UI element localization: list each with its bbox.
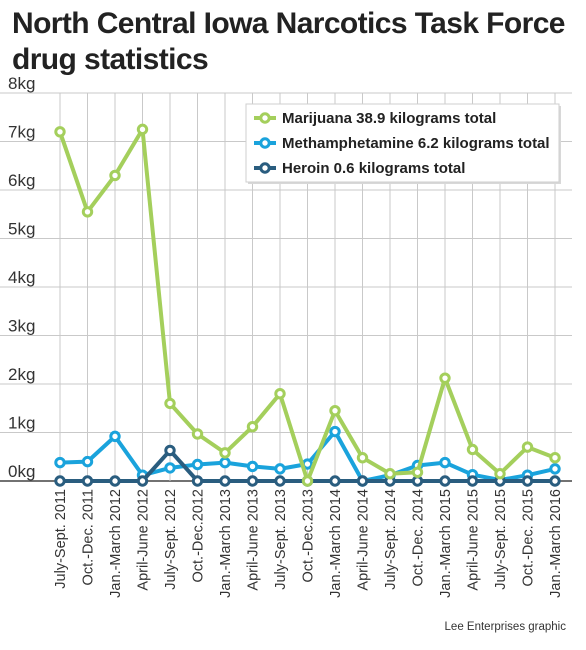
- marijuana-point: [274, 388, 286, 400]
- x-tick-label: July-Sept. 2014: [383, 489, 399, 590]
- heroin-point: [164, 444, 176, 457]
- x-tick-label: July-Sept. 2013: [273, 489, 289, 590]
- x-tick-label: April-June 2013: [246, 489, 262, 591]
- marijuana-point: [81, 206, 94, 218]
- methamphetamine-point: [219, 456, 231, 469]
- x-axis-ticks: July-Sept. 2011 Oct.-Dec. 2011 Jan.-March …: [53, 489, 564, 598]
- x-tick-label: April-June 2015: [466, 489, 482, 591]
- methamphetamine-point: [439, 456, 451, 469]
- marijuana-point: [109, 169, 121, 182]
- marijuana-point: [54, 126, 66, 138]
- methamphetamine-legend-marker: [259, 137, 271, 149]
- y-tick-label: 5kg: [8, 220, 35, 239]
- heroin-point: [356, 475, 369, 487]
- marijuana-legend-label: Marijuana 38.9 kilograms total: [282, 110, 496, 127]
- x-tick-label: Jan.-March 2014: [328, 489, 344, 598]
- heroin-point: [439, 475, 451, 487]
- heroin-point: [466, 475, 479, 487]
- marijuana-point: [301, 475, 314, 487]
- y-tick-label: 6kg: [8, 171, 35, 190]
- heroin-point: [549, 475, 561, 487]
- x-tick-label: Oct.-Dec. 2015: [521, 489, 537, 587]
- y-tick-label: 0kg: [8, 462, 35, 481]
- marijuana-point: [219, 447, 231, 459]
- x-tick-label: Oct.-Dec. 2011: [81, 489, 97, 585]
- x-tick-label: Jan.-March 2012: [108, 489, 124, 598]
- marijuana-point: [136, 123, 149, 136]
- marijuana-legend-marker: [259, 112, 271, 124]
- marijuana-point: [356, 452, 369, 464]
- x-tick-label: July-Sept. 2015: [493, 489, 509, 590]
- y-tick-label: 1kg: [8, 414, 35, 433]
- x-tick-label: Jan.-March 2015: [438, 489, 454, 598]
- methamphetamine-point: [329, 425, 341, 438]
- heroin-point: [54, 475, 66, 487]
- heroin-point: [411, 475, 424, 487]
- y-tick-label: 7kg: [8, 123, 35, 142]
- heroin-point: [191, 475, 204, 487]
- y-tick-label: 4kg: [8, 268, 35, 287]
- x-tick-label: Oct.-Dec.2013: [301, 489, 317, 583]
- marijuana-point: [494, 468, 506, 480]
- marijuana-point: [164, 397, 176, 410]
- chart-title: North Central Iowa Narcotics Task Force …: [12, 7, 565, 76]
- methamphetamine-point: [246, 460, 259, 473]
- x-tick-label: Jan.-March 2016: [548, 489, 564, 598]
- y-tick-label: 2kg: [8, 365, 35, 384]
- heroin-point: [219, 475, 231, 487]
- heroin-legend-label: Heroin 0.6 kilograms total: [282, 160, 465, 177]
- x-tick-label: Oct.-Dec.2012: [191, 489, 207, 583]
- heroin-point: [329, 475, 341, 487]
- marijuana-point: [439, 372, 451, 384]
- credit-text: Lee Enterprises graphic: [445, 621, 567, 633]
- methamphetamine-point: [274, 463, 286, 475]
- x-tick-label: July-Sept. 2012: [163, 489, 179, 590]
- marijuana-point: [191, 428, 204, 440]
- methamphetamine-legend-label: Methamphetamine 6.2 kilograms total: [282, 135, 550, 152]
- heroin-point: [246, 475, 259, 487]
- x-tick-label: Oct.-Dec. 2014: [411, 489, 427, 587]
- x-tick-label: April-June 2012: [136, 489, 152, 591]
- heroin-point: [109, 475, 121, 487]
- heroin-point: [521, 475, 534, 487]
- marijuana-point: [384, 468, 396, 480]
- heroin-point: [81, 475, 94, 487]
- x-tick-label: July-Sept. 2011: [53, 489, 69, 589]
- marijuana-point: [521, 441, 534, 453]
- heroin-point: [274, 475, 286, 487]
- methamphetamine-point: [81, 455, 94, 468]
- legend-box: [245, 103, 560, 183]
- methamphetamine-point: [109, 430, 121, 443]
- methamphetamine-point: [549, 463, 561, 475]
- y-tick-label: 8kg: [8, 74, 35, 93]
- methamphetamine-point: [191, 458, 204, 471]
- marijuana-point: [329, 404, 341, 417]
- y-axis-ticks: 0kg 1kg 2kg 3kg 4kg 5kg 6kg 7kg 8kg: [8, 74, 35, 481]
- heroin-legend-marker: [259, 162, 271, 174]
- methamphetamine-point: [54, 456, 66, 469]
- legend: Marijuana 38.9 kilograms total Methamphet…: [245, 103, 561, 184]
- x-tick-label: April-June 2014: [356, 489, 372, 591]
- series: [54, 123, 561, 487]
- marijuana-point: [246, 420, 259, 433]
- marijuana-point: [411, 466, 424, 478]
- x-tick-label: Jan.-March 2013: [218, 489, 234, 598]
- y-tick-label: 3kg: [8, 317, 35, 336]
- heroin-point: [136, 475, 149, 487]
- marijuana-point: [466, 443, 479, 456]
- marijuana-point: [549, 452, 561, 464]
- methamphetamine-point: [164, 462, 176, 474]
